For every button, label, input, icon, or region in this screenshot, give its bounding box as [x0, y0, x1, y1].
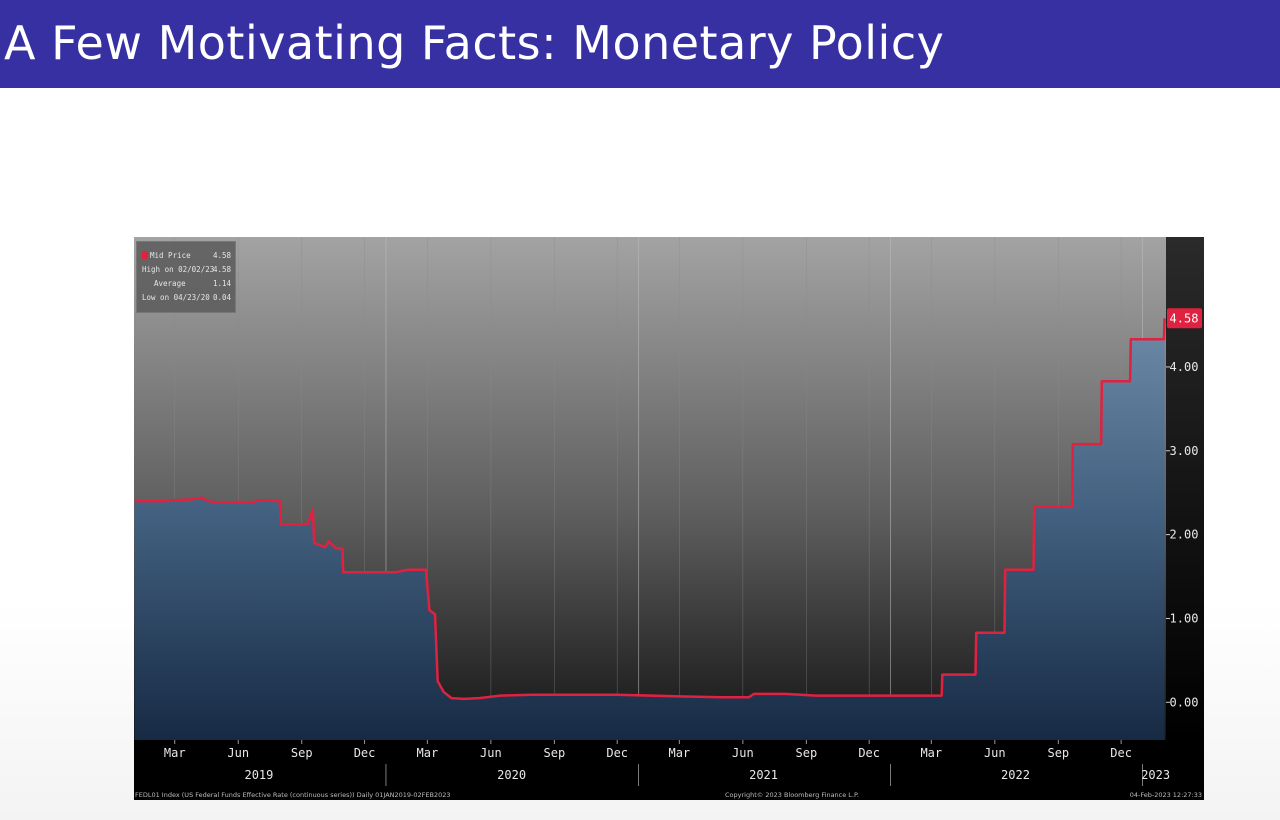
footer-copyright: Copyright© 2023 Bloomberg Finance L.P.	[725, 791, 859, 799]
legend-label: Mid Price	[150, 251, 191, 260]
x-tick-label: Sep	[796, 746, 818, 760]
y-tick-label: 2.00	[1170, 528, 1199, 542]
x-tick-label: Mar	[920, 746, 942, 760]
x-axis-panel	[134, 740, 1204, 800]
legend-row-average: Average	[142, 278, 186, 290]
x-tick-label: Sep	[544, 746, 566, 760]
y-tick-label: 1.00	[1170, 611, 1199, 625]
legend-value: 4.58	[212, 251, 231, 260]
legend-swatch	[142, 251, 148, 259]
legend-value: 0.04	[212, 293, 231, 302]
x-tick-label: Dec	[1110, 746, 1132, 760]
legend-value: 1.14	[212, 279, 231, 288]
y-tick-label: 4.00	[1170, 360, 1199, 374]
slide-title: A Few Motivating Facts: Monetary Policy	[4, 16, 945, 70]
x-year-label: 2023	[1141, 768, 1170, 782]
x-tick-label: Mar	[668, 746, 690, 760]
x-tick-label: Jun	[984, 746, 1006, 760]
x-year-label: 2020	[497, 768, 526, 782]
x-year-label: 2022	[1001, 768, 1030, 782]
series-mid-price-line	[134, 318, 1166, 701]
series-mid-price-area	[134, 318, 1165, 740]
y-tick-label: 0.00	[1170, 695, 1199, 709]
last-value-marker: 4.58	[1167, 308, 1202, 329]
x-tick-label: Dec	[354, 746, 376, 760]
x-tick-label: Jun	[227, 746, 249, 760]
last-value-box	[1167, 308, 1202, 329]
x-tick-label: Jun	[480, 746, 502, 760]
legend-label: Low on 04/23/20	[142, 293, 210, 302]
slide-title-bar: A Few Motivating Facts: Monetary Policy	[0, 0, 1280, 88]
legend-label: Average	[154, 279, 186, 288]
legend-row-mid-price: Mid Price	[142, 250, 191, 262]
x-year-label: 2021	[749, 768, 778, 782]
legend-row-low: Low on 04/23/20	[142, 292, 210, 304]
x-tick-label: Dec	[606, 746, 628, 760]
legend-value: 4.58	[212, 265, 231, 274]
legend-label: High on 02/02/23	[142, 265, 215, 274]
x-tick-label: Dec	[858, 746, 880, 760]
x-tick-label: Jun	[732, 746, 754, 760]
footer-source: FEDL01 Index (US Federal Funds Effective…	[135, 791, 451, 799]
chart-legend: Mid Price 4.58 High on 02/02/23 4.58 Ave…	[136, 241, 236, 313]
footer-timestamp: 04-Feb-2023 12:27:33	[1130, 791, 1202, 799]
x-tick-label: Sep	[291, 746, 313, 760]
last-value-label: 4.58	[1170, 311, 1199, 325]
y-tick-label: 3.00	[1170, 444, 1199, 458]
x-tick-label: Mar	[417, 746, 439, 760]
y-axis-ticks: 0.00 1.00 2.00 3.00 4.00	[1166, 360, 1198, 709]
x-year-label: 2019	[244, 768, 273, 782]
x-tick-label: Mar	[164, 746, 186, 760]
x-tick-label: Sep	[1047, 746, 1069, 760]
legend-row-high: High on 02/02/23	[142, 264, 214, 276]
x-axis-ticks: Mar Jun Sep Dec Mar Jun Sep Dec Mar Jun Sep Dec Mar J…	[164, 740, 1170, 782]
